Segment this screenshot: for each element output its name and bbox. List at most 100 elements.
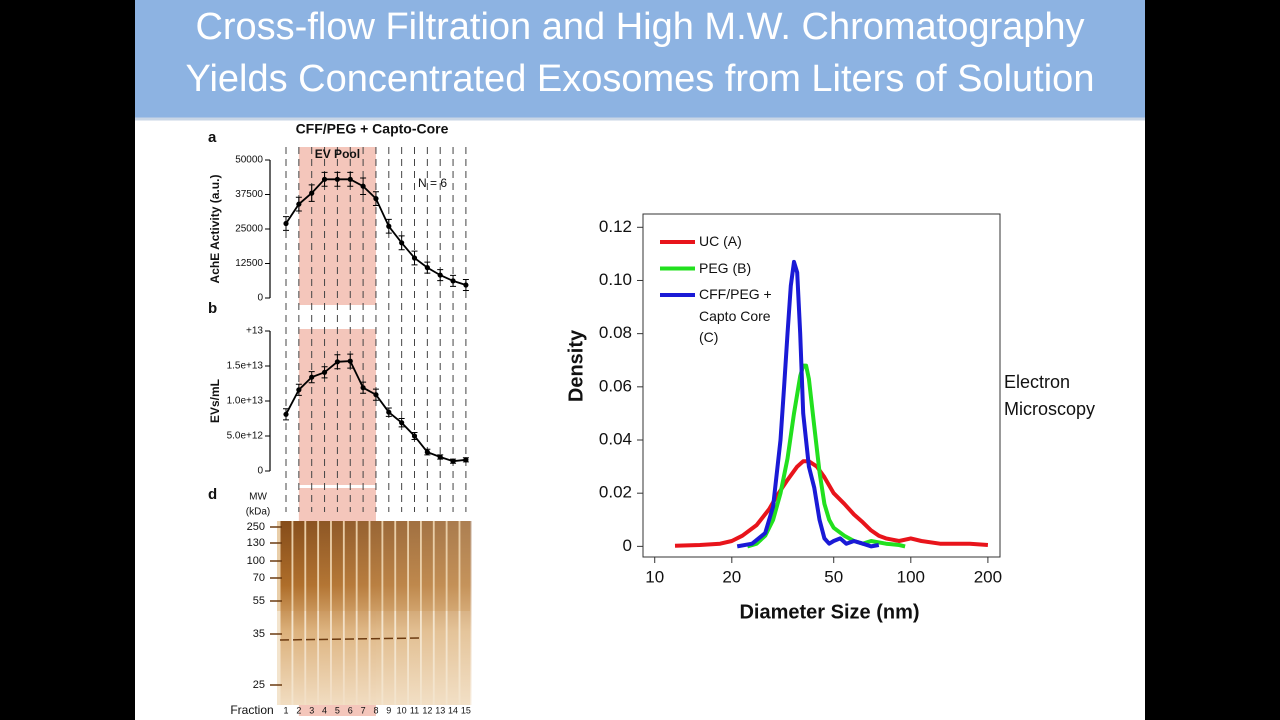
x-tick-label: 4	[322, 705, 327, 715]
data-point	[309, 374, 315, 380]
x-tick-label: 11	[410, 705, 419, 715]
gel-lane	[306, 521, 318, 705]
x-axis-label: Diameter Size (nm)	[739, 601, 919, 623]
y-tick-label: +13	[246, 326, 263, 337]
x-tick-label: 15	[461, 705, 471, 715]
mw-marker: 25	[253, 679, 265, 691]
data-point	[334, 359, 340, 365]
mw-marker: 130	[247, 537, 265, 549]
annotation: Electron Microscopy	[1004, 372, 1096, 419]
slide-title: Cross-flow Filtration and High M.W. Chro…	[195, 6, 1084, 48]
n-annotation: N = 6	[418, 176, 447, 190]
mw-marker: 70	[253, 572, 265, 584]
data-point	[424, 449, 430, 455]
gel-lane	[409, 521, 420, 705]
x-tick-label: 100	[897, 567, 925, 586]
gel-band	[279, 637, 421, 641]
x-tick-label: 9	[386, 705, 391, 715]
x-tick-label: 20	[722, 567, 741, 586]
gel-lane	[357, 521, 369, 705]
gel-lane	[331, 521, 343, 705]
data-point	[296, 201, 302, 207]
ev-pool-label: EV Pool	[315, 147, 360, 161]
gel-lane	[319, 521, 331, 705]
y-tick-label: 0.08	[599, 323, 632, 342]
data-point	[347, 176, 353, 182]
data-point	[450, 458, 456, 464]
data-point	[386, 409, 392, 415]
x-tick-label: 10	[397, 705, 407, 715]
data-point	[411, 255, 418, 261]
y-tick-label: 0	[257, 466, 263, 477]
y-tick-label: 25000	[235, 224, 263, 235]
data-point	[373, 392, 379, 398]
gel-lane	[280, 521, 292, 705]
y-tick-label: 0	[623, 536, 632, 555]
data-point	[360, 385, 366, 391]
gel-lane	[396, 521, 408, 705]
density-line	[674, 459, 989, 548]
gel-lane	[293, 521, 305, 705]
gel-lane	[460, 521, 472, 705]
panel-letter: d	[208, 486, 217, 503]
mw-marker: 35	[253, 628, 265, 640]
x-tick-label: 200	[974, 567, 1002, 586]
y-tick-label: 0.02	[599, 483, 632, 502]
y-axis-label: EVs/mL	[208, 379, 222, 423]
y-tick-label: 1.5e+13	[227, 361, 264, 372]
gel-lane	[447, 521, 459, 705]
x-tick-label: 2	[296, 705, 301, 715]
gel-lane	[434, 521, 446, 705]
data-point	[283, 220, 289, 227]
data-point	[296, 387, 302, 393]
x-tick-label: 14	[448, 705, 458, 715]
data-point	[283, 411, 289, 417]
legend-label: PEG (B)	[699, 259, 752, 276]
y-axis-label: Density	[565, 329, 587, 402]
panel-letter: a	[208, 129, 217, 146]
x-tick-label: 12	[422, 705, 432, 715]
legend-label: CFF/PEG + Capto Core (C)	[699, 286, 772, 345]
x-tick-label: 10	[645, 567, 664, 586]
x-tick-label: 7	[361, 705, 366, 715]
x-tick-label: 1	[283, 705, 288, 715]
gel-lane	[344, 521, 356, 705]
x-tick-label: 13	[435, 705, 445, 715]
data-point	[321, 176, 328, 182]
data-point	[309, 190, 315, 196]
y-tick-label: 0.10	[599, 270, 632, 289]
y-axis-label: AchE Activity (a.u.)	[208, 175, 222, 284]
figure-title: CFF/PEG + Capto-Core	[296, 121, 449, 137]
gel-lane	[421, 521, 433, 705]
data-point	[463, 282, 469, 288]
x-tick-label: 50	[824, 567, 843, 586]
y-tick-label: 0	[257, 293, 263, 304]
y-tick-label: 0.12	[599, 217, 632, 236]
data-point	[321, 369, 328, 375]
y-tick-label: 0.06	[599, 376, 632, 395]
data-point	[450, 278, 456, 284]
slide-title: Yields Concentrated Exosomes from Liters…	[186, 58, 1095, 100]
data-point	[334, 176, 340, 182]
density-line	[736, 259, 880, 549]
data-point	[399, 240, 405, 246]
data-point	[399, 420, 405, 426]
x-axis-label: Fraction	[230, 703, 273, 717]
data-point	[411, 433, 418, 439]
x-tick-label: 6	[348, 705, 353, 715]
y-tick-label: 12500	[235, 258, 263, 269]
data-point	[437, 454, 443, 460]
data-point	[347, 358, 353, 364]
data-point	[437, 272, 443, 278]
data-point	[386, 223, 392, 229]
legend-label: UC (A)	[699, 233, 742, 249]
gel-lane	[370, 521, 382, 705]
plot-frame	[642, 213, 1001, 558]
x-tick-label: 8	[373, 705, 378, 715]
y-tick-label: 1.0e+13	[227, 396, 264, 407]
y-tick-label: 50000	[235, 155, 263, 166]
data-point	[463, 457, 469, 463]
mw-marker: 250	[247, 521, 265, 533]
